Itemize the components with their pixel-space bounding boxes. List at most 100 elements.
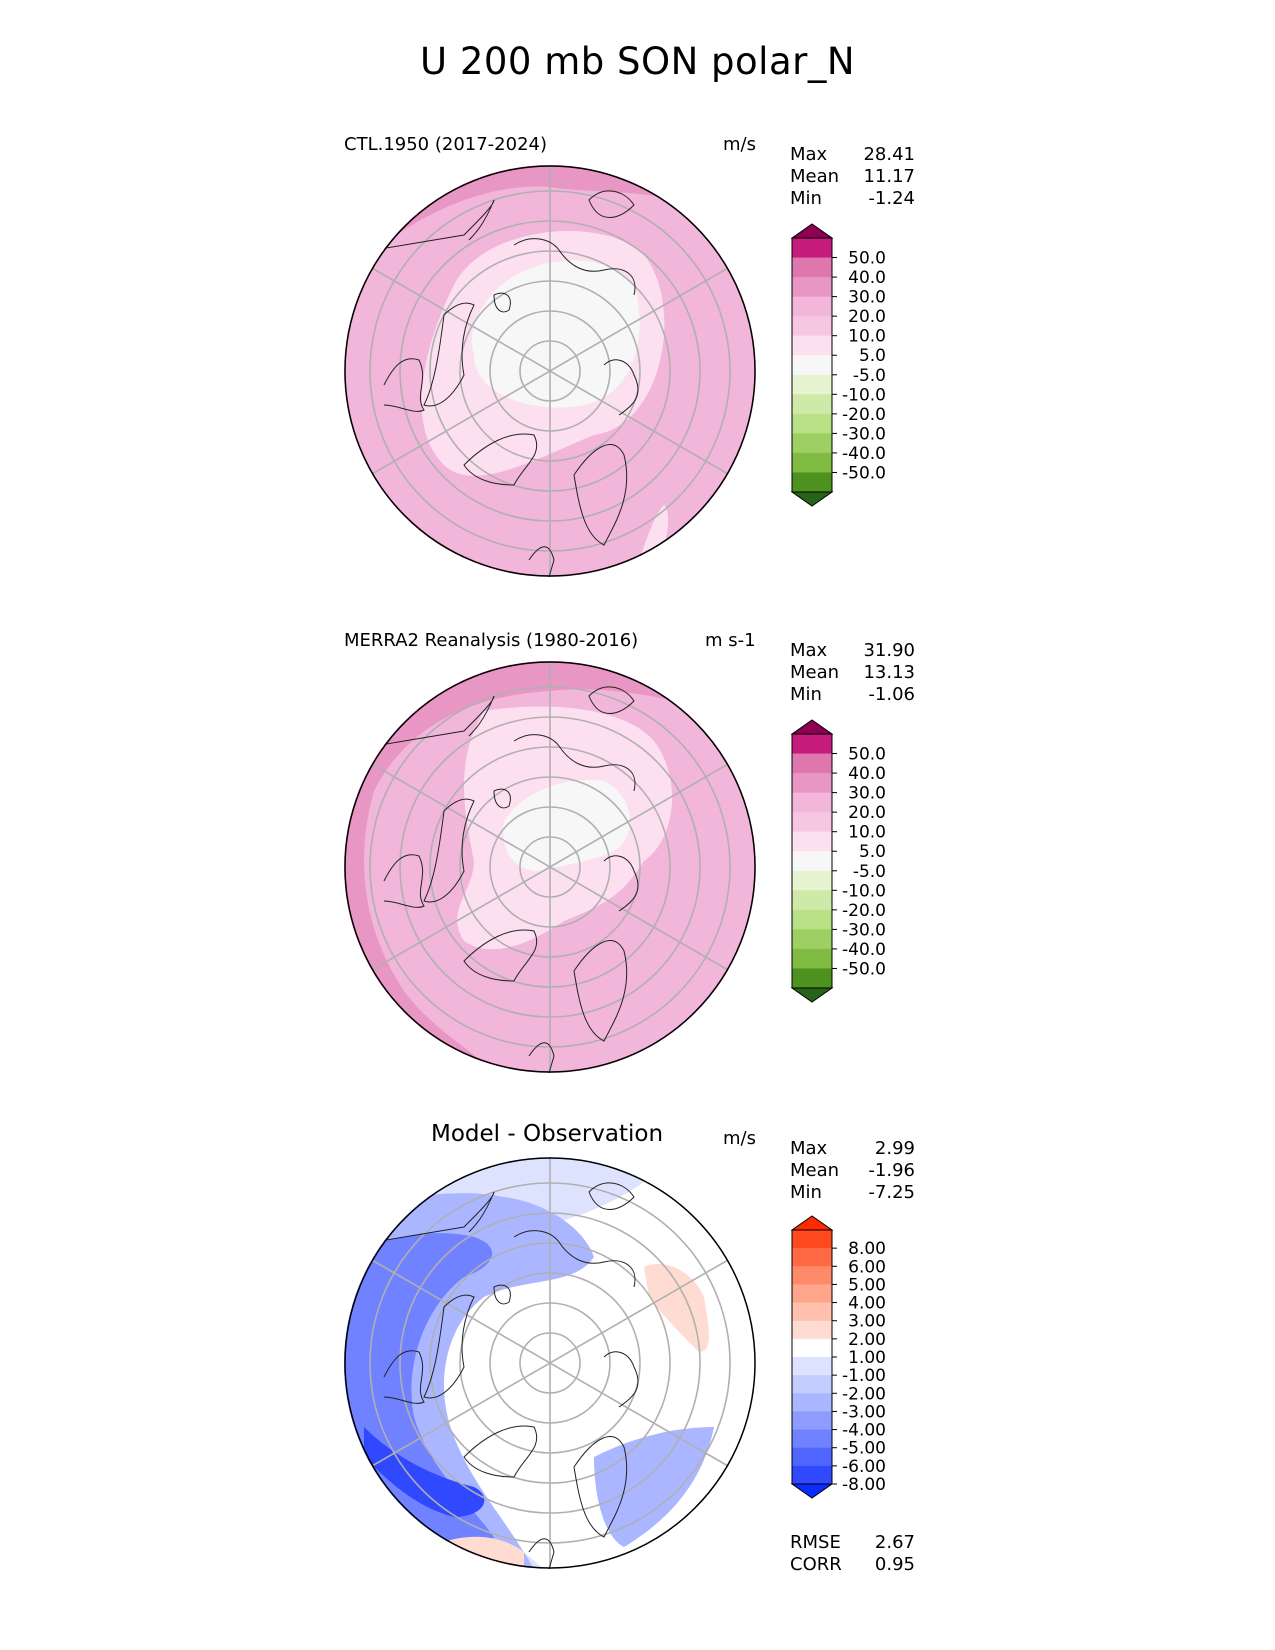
- colorbar-extend-max: [790, 719, 834, 735]
- colorbar-swatch: [792, 316, 832, 337]
- colorbar-extend-min: [790, 1483, 834, 1499]
- colorbar-swatch: [792, 773, 832, 794]
- colorbar-tick-label: -5.0: [853, 862, 886, 882]
- stat-min-value: -1.06: [868, 684, 915, 705]
- colorbar-tick-label: -40.0: [842, 444, 886, 464]
- colorbar-tick-label: -30.0: [842, 920, 886, 940]
- colorbar-tick-label: 6.00: [848, 1257, 886, 1277]
- colorbar-tick-label: -5.0: [853, 366, 886, 386]
- colorbar-swatch: [792, 1266, 832, 1285]
- colorbar-tick-label: 30.0: [848, 288, 886, 308]
- colorbar-swatch: [792, 1465, 832, 1485]
- colorbar-tick-label: -20.0: [842, 405, 886, 425]
- colorbar-extend-min: [790, 987, 834, 1003]
- colorbar-tick-label: 20.0: [848, 803, 886, 823]
- panel-3-colorbar: 8.006.005.004.003.002.001.00-1.00-2.00-3…: [790, 1215, 886, 1499]
- colorbar-swatch: [792, 374, 832, 395]
- colorbar-swatch: [792, 433, 832, 454]
- colorbar-swatch: [792, 355, 832, 376]
- colorbar-tick-label: -30.0: [842, 424, 886, 444]
- colorbar-swatch: [792, 831, 832, 852]
- colorbar-tick-label: -5.00: [842, 1439, 886, 1459]
- stat-corr-label: CORR: [790, 1554, 842, 1575]
- stat-rmse-value: 2.67: [874, 1532, 915, 1553]
- panel-3-units: m/s: [723, 1128, 756, 1149]
- colorbar-tick-label: 5.0: [859, 842, 886, 862]
- coastlines: [373, 190, 639, 577]
- colorbar-swatch: [792, 929, 832, 950]
- colorbar-tick-label: 40.0: [848, 268, 886, 288]
- stat-min-label: Min: [790, 684, 822, 705]
- colorbar-tick-label: 50.0: [848, 745, 886, 765]
- stat-mean-label: Mean: [790, 1160, 840, 1181]
- colorbar-extend-min: [790, 491, 834, 507]
- stat-mean-label: Mean: [790, 662, 840, 683]
- colorbar-swatch: [792, 1302, 832, 1322]
- colorbar-tick-label: -3.00: [842, 1402, 886, 1422]
- stat-mean-label: Mean: [790, 166, 840, 187]
- colorbar-tick-label: 5.00: [848, 1275, 886, 1295]
- colorbar-swatch: [792, 1248, 832, 1267]
- colorbar-tick-label: -2.00: [842, 1384, 886, 1404]
- map-boundary: [344, 661, 756, 1073]
- colorbar-tick-label: 3.00: [848, 1312, 886, 1332]
- stat-mean-value: -1.96: [868, 1160, 915, 1181]
- colorbar-tick-label: -50.0: [842, 463, 886, 483]
- stat-max-label: Max: [790, 1138, 828, 1159]
- panel-1-stats: Max 28.41 Mean 11.17 Min -1.24: [790, 144, 915, 210]
- colorbar-outline: [791, 733, 833, 989]
- graticule: [369, 1157, 731, 1569]
- stat-mean-value: 11.17: [863, 166, 915, 187]
- figure-title: U 200 mb SON polar_N: [419, 40, 856, 83]
- colorbar-tick-label: 2.00: [848, 1330, 886, 1350]
- map-boundary: [344, 1157, 756, 1569]
- colorbar-swatch: [792, 1429, 832, 1449]
- colorbar-tick-label: 30.0: [848, 784, 886, 804]
- colorbar-tick-label: 50.0: [848, 249, 886, 269]
- colorbar-tick-label: 4.00: [848, 1294, 886, 1314]
- colorbar-swatch: [792, 909, 832, 930]
- panel-2-label: MERRA2 Reanalysis (1980-2016): [344, 630, 639, 651]
- panel-3-label: Model - Observation: [431, 1121, 664, 1147]
- colorbar-swatch: [792, 812, 832, 833]
- stat-min-row: Min -1.24: [790, 188, 915, 210]
- colorbar-swatch: [792, 1320, 832, 1340]
- colorbar-tick-label: 40.0: [848, 764, 886, 784]
- colorbar-swatch: [792, 296, 832, 317]
- colorbar-swatch: [792, 394, 832, 415]
- stat-min-row: Min -1.06: [790, 684, 915, 706]
- colorbar-tick-label: -8.00: [842, 1475, 886, 1495]
- colorbar-tick-label: -10.0: [842, 881, 886, 901]
- colorbar-tick-label: -1.00: [842, 1366, 886, 1386]
- colorbar-tick-label: -40.0: [842, 940, 886, 960]
- map-boundary: [344, 165, 756, 577]
- colorbar-tick-label: -50.0: [842, 959, 886, 979]
- colorbar-tick-label: 10.0: [848, 823, 886, 843]
- positive-bias-east: [644, 1263, 709, 1352]
- stat-min-label: Min: [790, 188, 822, 209]
- stat-max-label: Max: [790, 640, 828, 661]
- panel-1-colorbar: 50.040.030.020.010.05.0-5.0-10.0-20.0-30…: [790, 223, 886, 507]
- stat-corr-row: CORR 0.95: [790, 1554, 915, 1576]
- negative-bias-max: [364, 1427, 485, 1517]
- colorbar-swatch: [792, 452, 832, 473]
- panel-2-polar-map: [344, 661, 756, 1073]
- stat-min-label: Min: [790, 1182, 822, 1203]
- colorbar-swatch: [792, 1447, 832, 1467]
- stat-max-value: 28.41: [863, 144, 915, 165]
- stat-rmse-row: RMSE 2.67: [790, 1532, 915, 1554]
- panel-1-polar-map: [344, 165, 756, 577]
- stat-rmse-label: RMSE: [790, 1532, 841, 1553]
- colorbar-tick-label: -6.00: [842, 1457, 886, 1477]
- colorbar-swatch: [792, 413, 832, 434]
- colorbar-swatch: [792, 1393, 832, 1412]
- stat-max-label: Max: [790, 144, 828, 165]
- colorbar-tick-label: 20.0: [848, 307, 886, 327]
- stat-mean-row: Mean -1.96: [790, 1160, 915, 1182]
- colorbar-swatch: [792, 948, 832, 969]
- colorbar-swatch: [792, 851, 832, 872]
- stat-mean-row: Mean 11.17: [790, 166, 915, 188]
- panel-2-colorbar: 50.040.030.020.010.05.0-5.0-10.0-20.0-30…: [790, 719, 886, 1003]
- panel-3-stats: Max 2.99 Mean -1.96 Min -7.25: [790, 1138, 915, 1204]
- colorbar-swatch: [792, 238, 832, 259]
